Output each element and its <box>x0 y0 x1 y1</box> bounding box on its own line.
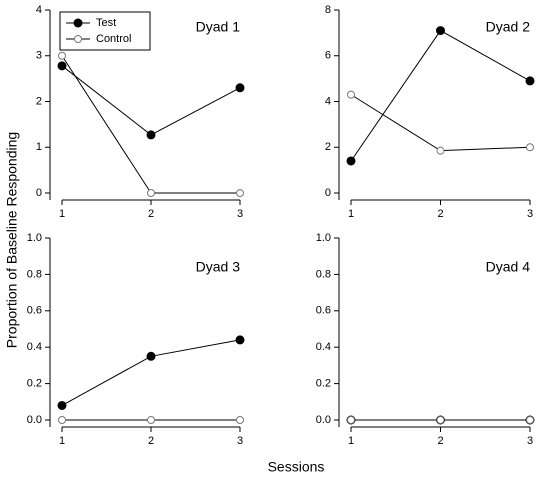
x-tick-label: 2 <box>148 435 154 447</box>
x-tick-label: 1 <box>348 208 354 220</box>
x-tick-label: 3 <box>237 435 243 447</box>
data-point <box>436 146 445 155</box>
y-tick-label: 4 <box>36 4 42 16</box>
panel-title: Dyad 1 <box>196 19 241 35</box>
series-line <box>61 55 240 194</box>
y-tick-label: 0.4 <box>316 341 331 353</box>
y-tick-label: 1.0 <box>316 232 331 244</box>
data-point <box>436 416 445 424</box>
panel-title: Dyad 2 <box>486 19 531 35</box>
panel-title: Dyad 3 <box>196 259 241 275</box>
data-point <box>526 416 534 424</box>
x-tick-label: 1 <box>348 435 354 447</box>
y-tick-label: 2 <box>36 95 42 107</box>
x-tick-label: 3 <box>527 435 533 447</box>
legend-marker <box>74 35 82 43</box>
y-tick-label: 2 <box>325 141 331 153</box>
series-line <box>61 339 241 406</box>
data-point <box>146 130 156 140</box>
data-point <box>58 51 66 60</box>
legend-label: Control <box>96 33 131 45</box>
data-point <box>347 90 355 99</box>
y-tick-label: 6 <box>325 50 331 62</box>
y-tick-label: 0.8 <box>316 268 331 280</box>
data-point <box>236 416 244 424</box>
y-tick-label: 1.0 <box>27 232 42 244</box>
data-point <box>436 26 445 36</box>
y-tick-label: 3 <box>36 50 42 62</box>
data-point <box>235 83 245 93</box>
y-tick-label: 0.4 <box>27 341 42 353</box>
data-point <box>235 335 245 345</box>
data-point <box>526 143 534 152</box>
y-tick-label: 0.6 <box>27 305 42 317</box>
y-tick-label: 4 <box>325 95 331 107</box>
x-axis-label: Sessions <box>268 459 325 475</box>
legend-marker <box>73 18 83 28</box>
data-point <box>147 189 155 197</box>
legend-label: Test <box>96 17 116 29</box>
series-line <box>61 65 241 136</box>
data-point <box>346 156 356 166</box>
x-tick-label: 3 <box>237 208 243 220</box>
x-tick-label: 2 <box>437 435 443 447</box>
y-tick-label: 0.0 <box>27 414 42 426</box>
y-tick-label: 0 <box>325 187 331 199</box>
y-tick-label: 0.0 <box>316 414 331 426</box>
x-tick-label: 3 <box>527 208 533 220</box>
data-point <box>57 400 67 410</box>
legend-box <box>59 11 151 51</box>
y-tick-label: 8 <box>325 4 331 16</box>
x-tick-label: 2 <box>437 208 443 220</box>
x-tick-label: 1 <box>59 208 65 220</box>
x-tick-label: 1 <box>59 435 65 447</box>
data-point <box>147 416 155 424</box>
data-point <box>58 416 66 424</box>
y-tick-label: 1 <box>36 141 42 153</box>
data-point <box>146 351 156 361</box>
y-tick-label: 0.2 <box>27 378 42 390</box>
panel-title: Dyad 4 <box>486 259 531 275</box>
data-point <box>525 76 535 86</box>
data-point <box>236 189 244 197</box>
series-line <box>350 29 531 162</box>
y-tick-label: 0.2 <box>316 378 331 390</box>
x-tick-label: 2 <box>148 208 154 220</box>
y-tick-label: 0.6 <box>316 305 331 317</box>
y-tick-label: 0.8 <box>27 268 42 280</box>
y-tick-label: 0 <box>36 187 42 199</box>
data-point <box>57 61 67 71</box>
y-axis-label: Proportion of Baseline Responding <box>4 132 20 348</box>
data-point <box>347 416 355 424</box>
